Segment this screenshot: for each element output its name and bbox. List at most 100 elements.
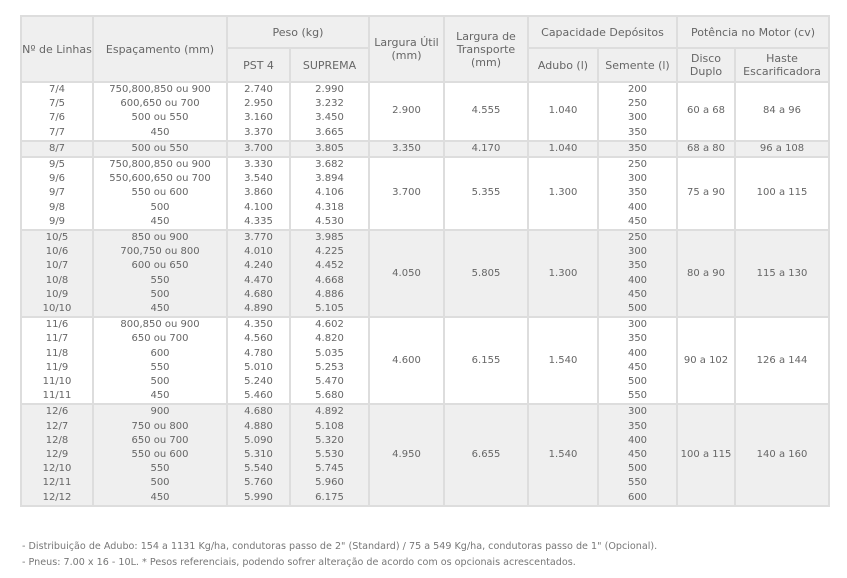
cell-line: 3.160 bbox=[244, 112, 273, 124]
cell-line: 4.560 bbox=[244, 333, 273, 345]
cell-line: 12/7 bbox=[45, 420, 69, 432]
cell-line: 300 bbox=[627, 173, 648, 185]
cell-line: 10/8 bbox=[45, 274, 69, 286]
cell-line: 5.460 bbox=[244, 390, 273, 402]
cell-espacamento: 800,850 ou 900 650 ou 700 600 550 500 450 bbox=[92, 316, 228, 406]
cell-line: 7/6 bbox=[48, 112, 66, 124]
cell-semente: 300 350 400 450 500 550 600 bbox=[596, 403, 679, 507]
cell-semente: 300 350 400 450 500 550 bbox=[596, 316, 679, 406]
cell-pst4: 3.770 4.010 4.240 4.470 4.680 4.890 bbox=[226, 229, 291, 319]
cell-line: 350 bbox=[627, 142, 648, 154]
cell-line: 5.470 bbox=[315, 376, 344, 388]
cell-line: 4.680 bbox=[244, 288, 273, 300]
header-suprema: SUPREMA bbox=[289, 47, 370, 83]
cell-largura-util: 2.900 bbox=[368, 81, 445, 142]
cell-line: 4.335 bbox=[244, 215, 273, 227]
cell-line: 450 bbox=[627, 449, 648, 461]
cell-pst4: 3.330 3.540 3.860 4.100 4.335 bbox=[226, 156, 291, 232]
cell-line: 4.010 bbox=[244, 246, 273, 258]
cell-line: 500 bbox=[627, 463, 648, 475]
cell-line: 12/9 bbox=[45, 449, 69, 461]
cell-line: 550 ou 600 bbox=[131, 187, 189, 199]
cell-linhas: 7/4 7/5 7/6 7/7 bbox=[20, 81, 94, 142]
cell-line: 850 ou 900 bbox=[131, 232, 189, 244]
cell-adubo: 1.300 bbox=[527, 156, 599, 232]
cell-line: 5.990 bbox=[244, 491, 273, 503]
header-peso: Peso (kg) bbox=[226, 15, 370, 49]
cell-line: 6.175 bbox=[315, 491, 344, 503]
cell-line: 7/7 bbox=[48, 126, 66, 138]
cell-linhas: 8/7 bbox=[20, 139, 94, 159]
table-row: 10/5 10/6 10/7 10/8 10/9 10/10 850 ou 900 700,7… bbox=[20, 229, 831, 319]
cell-line: 550 bbox=[150, 361, 170, 373]
cell-line: 5.035 bbox=[315, 347, 344, 359]
cell-line: 5.320 bbox=[315, 434, 344, 446]
table-row: 8/7 500 ou 550 3.700 3.805 3.350 4.170 1.040 35… bbox=[20, 139, 831, 159]
cell-largura-transporte: 4.555 bbox=[443, 81, 529, 142]
cell-line: 4.890 bbox=[244, 303, 273, 315]
cell-line: 450 bbox=[150, 215, 170, 227]
cell-line: 550,600,650 ou 700 bbox=[109, 173, 211, 185]
cell-largura-util: 4.050 bbox=[368, 229, 445, 319]
cell-largura-transporte: 6.655 bbox=[443, 403, 529, 507]
cell-line: 400 bbox=[627, 201, 648, 213]
cell-line: 11/8 bbox=[45, 347, 69, 359]
cell-line: 450 bbox=[627, 215, 648, 227]
cell-line: 400 bbox=[627, 274, 648, 286]
cell-haste: 140 a 160 bbox=[734, 403, 831, 507]
cell-line: 3.540 bbox=[244, 173, 273, 185]
cell-suprema: 3.805 bbox=[289, 139, 370, 159]
cell-adubo: 1.040 bbox=[527, 81, 599, 142]
cell-adubo: 1.040 bbox=[527, 139, 599, 159]
cell-semente: 350 bbox=[596, 139, 679, 159]
header-potencia: Potência no Motor (cv) bbox=[676, 15, 831, 49]
cell-line: 550 ou 600 bbox=[131, 449, 189, 461]
cell-line: 350 bbox=[627, 126, 648, 138]
cell-line: 750,800,850 ou 900 bbox=[109, 84, 211, 95]
cell-line: 10/7 bbox=[45, 260, 69, 272]
cell-line: 3.700 bbox=[244, 142, 273, 154]
cell-line: 4.225 bbox=[315, 246, 344, 258]
cell-line: 5.745 bbox=[315, 463, 344, 475]
cell-line: 3.860 bbox=[244, 187, 273, 199]
cell-line: 300 bbox=[627, 319, 648, 331]
cell-line: 500 ou 550 bbox=[131, 112, 189, 124]
cell-line: 350 bbox=[627, 260, 648, 272]
cell-linhas: 9/5 9/6 9/7 9/8 9/9 bbox=[20, 156, 94, 232]
cell-line: 5.108 bbox=[315, 420, 344, 432]
cell-line: 500 bbox=[150, 201, 170, 213]
cell-line: 650 ou 700 bbox=[131, 333, 189, 345]
cell-line: 550 bbox=[627, 390, 648, 402]
cell-largura-transporte: 5.355 bbox=[443, 156, 529, 232]
cell-disco: 60 a 68 bbox=[676, 81, 737, 142]
cell-espacamento: 900 750 ou 800 650 ou 700 550 ou 600 550 500 4… bbox=[92, 403, 228, 507]
cell-line: 400 bbox=[627, 347, 648, 359]
cell-line: 9/9 bbox=[48, 215, 66, 227]
cell-line: 4.668 bbox=[315, 274, 344, 286]
cell-line: 4.100 bbox=[244, 201, 273, 213]
cell-line: 500 bbox=[627, 303, 648, 315]
cell-espacamento: 500 ou 550 bbox=[92, 139, 228, 159]
cell-line: 300 bbox=[627, 406, 648, 418]
cell-line: 550 bbox=[627, 477, 648, 489]
cell-line: 3.770 bbox=[244, 232, 273, 244]
cell-suprema: 2.990 3.232 3.450 3.665 bbox=[289, 81, 370, 142]
table-row: 9/5 9/6 9/7 9/8 9/9 750,800,850 ou 900 550,600… bbox=[20, 156, 831, 232]
cell-line: 10/9 bbox=[45, 288, 69, 300]
header-semente: Semente (l) bbox=[596, 47, 679, 83]
cell-pst4: 3.700 bbox=[226, 139, 291, 159]
cell-line: 3.665 bbox=[315, 126, 344, 138]
cell-line: 3.450 bbox=[315, 112, 344, 124]
cell-disco: 80 a 90 bbox=[676, 229, 737, 319]
cell-line: 350 bbox=[627, 187, 648, 199]
cell-line: 2.990 bbox=[315, 84, 344, 95]
cell-line: 250 bbox=[627, 98, 648, 110]
cell-line: 5.530 bbox=[315, 449, 344, 461]
cell-largura-transporte: 6.155 bbox=[443, 316, 529, 406]
cell-line: 3.330 bbox=[244, 159, 273, 171]
cell-line: 350 bbox=[627, 420, 648, 432]
cell-line: 5.540 bbox=[244, 463, 273, 475]
cell-line: 5.310 bbox=[244, 449, 273, 461]
cell-line: 300 bbox=[627, 246, 648, 258]
cell-line: 12/8 bbox=[45, 434, 69, 446]
